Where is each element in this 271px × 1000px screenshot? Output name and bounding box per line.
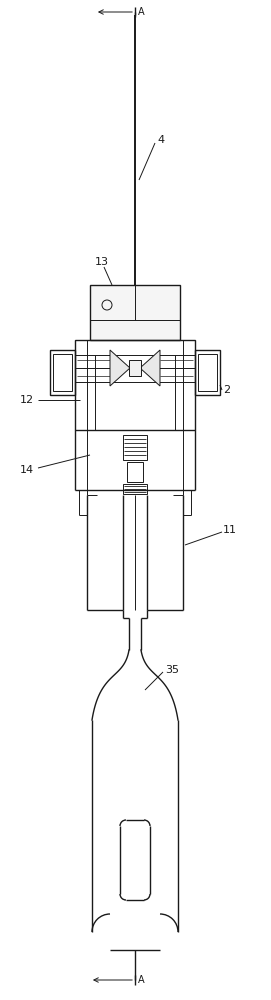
Bar	[198, 354, 217, 391]
Bar	[50, 350, 75, 395]
Bar	[127, 462, 143, 482]
Text: 12: 12	[20, 395, 34, 405]
Bar	[123, 435, 147, 460]
Polygon shape	[110, 350, 130, 386]
Text: 2: 2	[223, 385, 230, 395]
Polygon shape	[140, 350, 160, 386]
Text: 4: 4	[157, 135, 164, 145]
Bar	[195, 350, 220, 395]
Text: A: A	[138, 7, 145, 17]
Text: A: A	[138, 975, 145, 985]
Bar	[129, 360, 141, 376]
Bar	[90, 285, 180, 340]
Bar	[53, 354, 72, 391]
Bar	[123, 484, 147, 494]
Text: 11: 11	[223, 525, 237, 535]
Text: 35: 35	[165, 665, 179, 675]
Bar	[75, 340, 195, 430]
Text: 13: 13	[95, 257, 109, 267]
Text: 14: 14	[20, 465, 34, 475]
